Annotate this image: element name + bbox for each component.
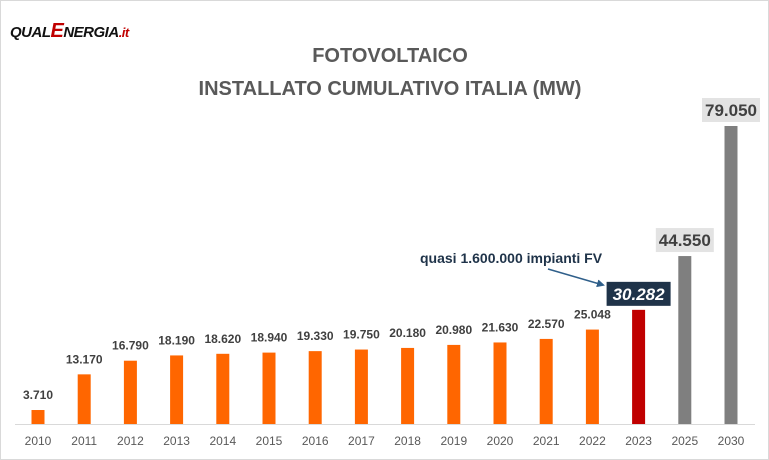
bar-2016	[308, 351, 322, 424]
x-tick-label-2010: 2010	[25, 434, 52, 448]
bar-2022	[585, 329, 599, 424]
bar-2012	[123, 360, 137, 424]
logo-text-it: .it	[118, 25, 130, 40]
chart-title-line1: FOTOVOLTAICO	[312, 45, 468, 67]
x-tick-label-2021: 2021	[533, 434, 560, 448]
x-tick-label-2014: 2014	[209, 434, 236, 448]
annotation-text: quasi 1.600.000 impianti FV	[420, 250, 603, 266]
data-label-2022: 25.048	[574, 308, 611, 322]
x-tick-label-2025: 2025	[671, 434, 698, 448]
bar-2023	[632, 309, 646, 424]
bar-2014	[216, 353, 230, 424]
bar-2013	[170, 355, 184, 424]
data-label-2019: 20.980	[435, 323, 472, 337]
data-label-2018: 20.180	[389, 326, 426, 340]
x-tick-label-2012: 2012	[117, 434, 144, 448]
bar-2021	[539, 338, 553, 424]
data-label-box-2023	[606, 281, 671, 306]
x-tick-label-2023: 2023	[625, 434, 652, 448]
bar-2020	[493, 342, 507, 424]
data-label-2013: 18.190	[158, 333, 195, 347]
bar-2017	[354, 349, 368, 424]
data-label-2012: 16.790	[112, 339, 149, 353]
x-tick-label-2020: 2020	[487, 434, 514, 448]
bar-2030	[724, 126, 738, 424]
bar-2015	[262, 352, 276, 424]
data-label-2011: 13.170	[66, 352, 103, 366]
data-label-2017: 19.750	[343, 328, 380, 342]
bar-2019	[447, 344, 461, 424]
chart-title-line2: INSTALLATO CUMULATIVO ITALIA (MW)	[198, 78, 582, 100]
logo-text-nergia: NERGIA	[63, 24, 119, 41]
data-label-2015: 18.940	[251, 331, 288, 345]
x-tick-label-2011: 2011	[71, 434, 97, 448]
bar-2025	[678, 256, 692, 424]
x-tick-label-2013: 2013	[163, 434, 190, 448]
data-label-2016: 19.330	[297, 329, 334, 343]
bar-2011	[77, 374, 91, 424]
x-tick-label-2015: 2015	[256, 434, 283, 448]
data-label-2020: 21.630	[482, 320, 519, 334]
x-tick-label-2017: 2017	[348, 434, 375, 448]
x-tick-label-2018: 2018	[394, 434, 421, 448]
data-label-2014: 18.620	[204, 332, 241, 346]
annotation-arrow	[547, 268, 605, 288]
logo-text-e: E	[50, 20, 64, 42]
qualenergia-logo: QUAL E NERGIA .it	[10, 20, 129, 43]
x-tick-label-2030: 2030	[718, 434, 745, 448]
data-label-2023: 30.282	[613, 285, 666, 304]
logo-text-qual: QUAL	[10, 24, 51, 41]
data-label-2025: 44.550	[659, 231, 711, 250]
data-label-2010: 3.710	[23, 388, 53, 402]
data-label-box-2030	[702, 98, 760, 122]
x-tick-label-2016: 2016	[302, 434, 329, 448]
bar-2018	[401, 347, 415, 424]
data-label-2021: 22.570	[528, 317, 565, 331]
x-tick-label-2022: 2022	[579, 434, 606, 448]
bar-2010	[31, 410, 45, 424]
data-label-box-2025	[655, 228, 714, 253]
data-label-2030: 79.050	[705, 101, 757, 120]
x-tick-label-2019: 2019	[440, 434, 467, 448]
